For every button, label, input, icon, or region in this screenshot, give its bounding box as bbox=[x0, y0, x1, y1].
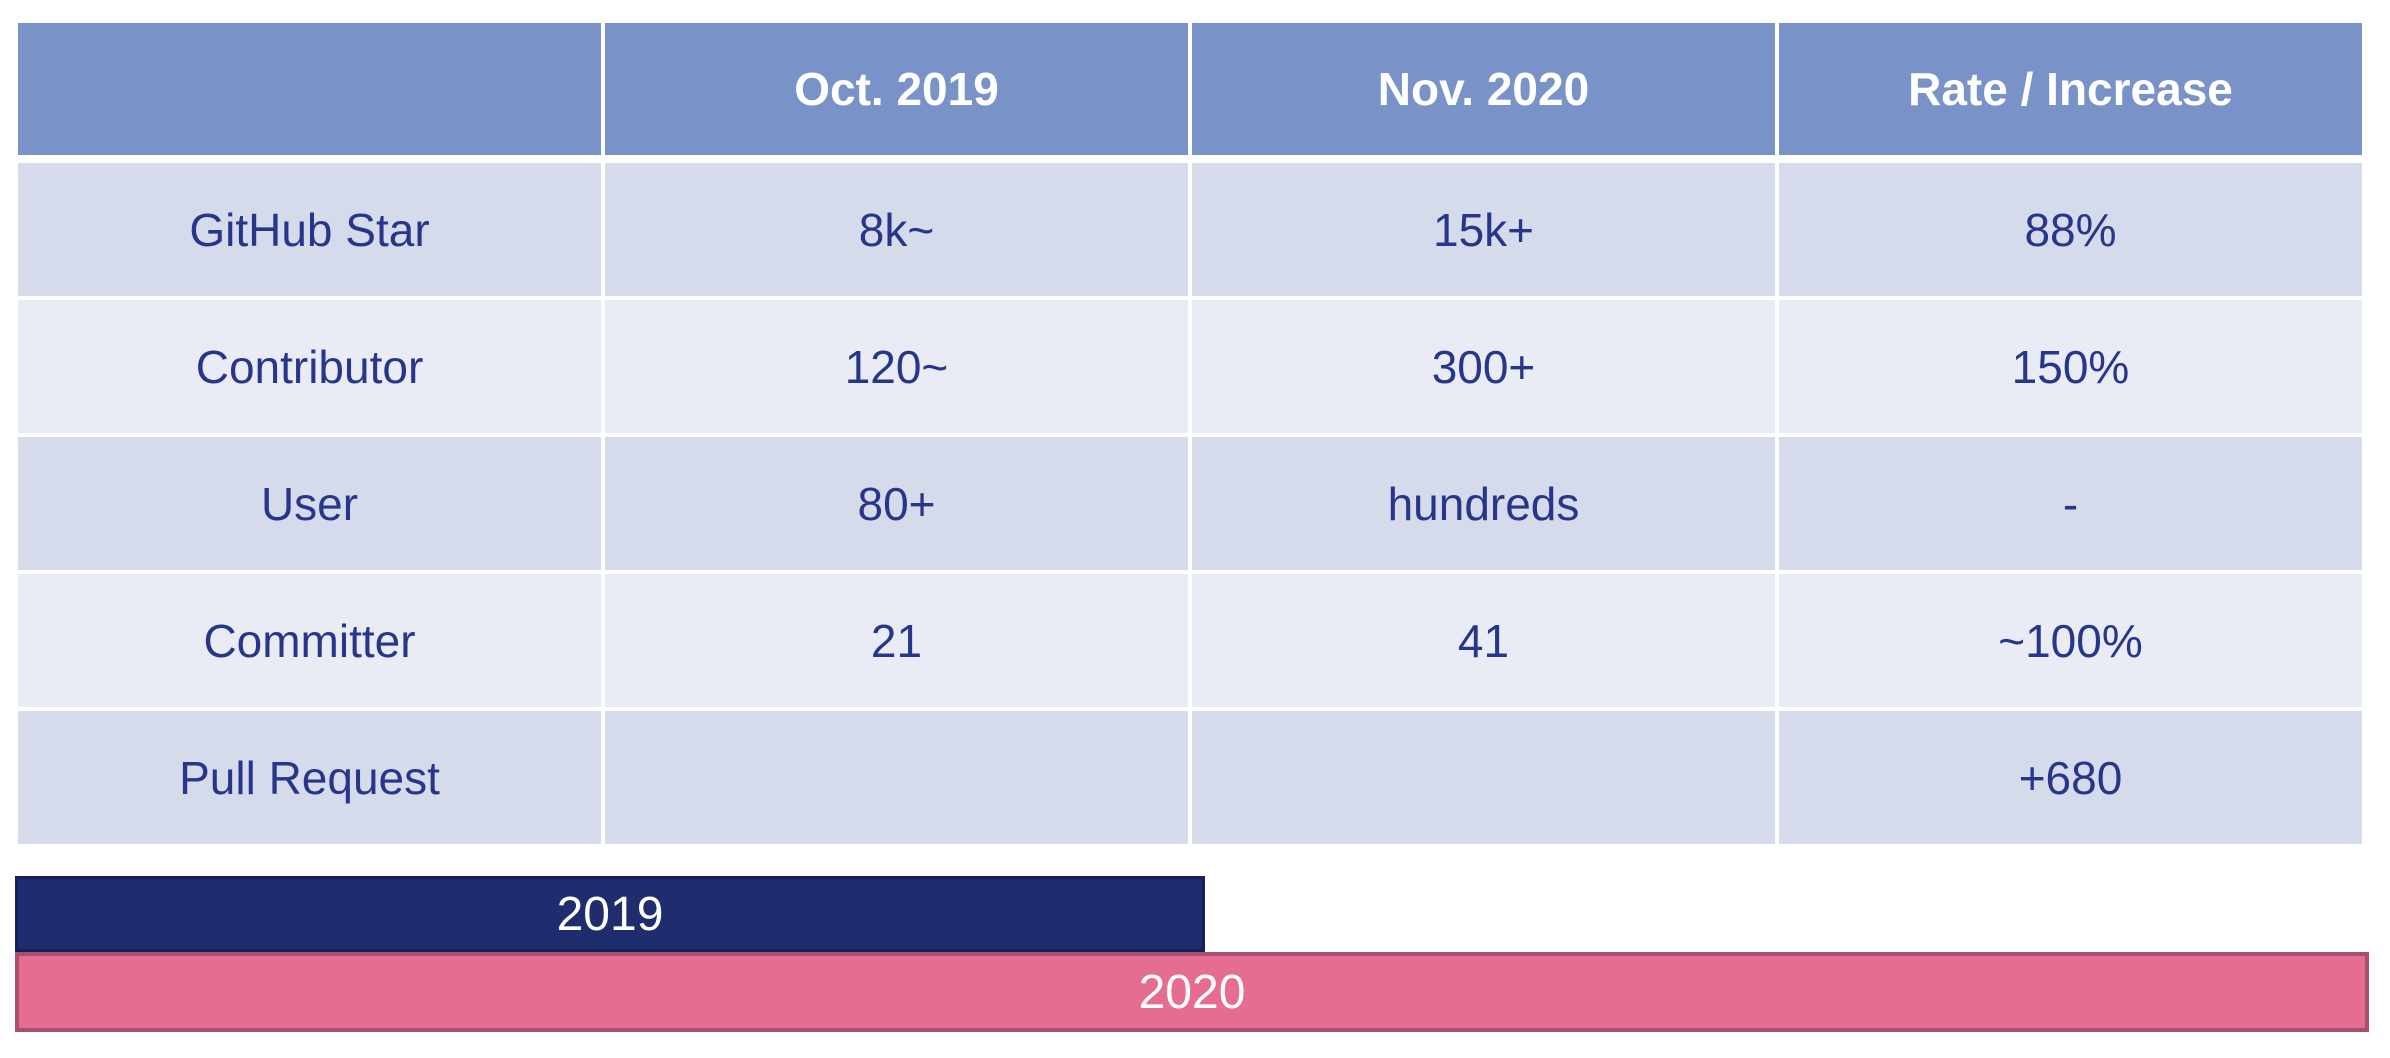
row-label: Pull Request bbox=[18, 711, 601, 844]
table-cell: 150% bbox=[1779, 300, 2362, 433]
table-cell: ~100% bbox=[1779, 574, 2362, 707]
table-cell: 21 bbox=[605, 574, 1188, 707]
header-cell bbox=[18, 23, 601, 155]
table-cell: 300+ bbox=[1192, 300, 1775, 433]
row-label: Contributor bbox=[18, 300, 601, 433]
table-cell: 15k+ bbox=[1192, 163, 1775, 296]
table-cell: - bbox=[1779, 437, 2362, 570]
row-label: GitHub Star bbox=[18, 163, 601, 296]
table-cell bbox=[1192, 711, 1775, 844]
row-label: Committer bbox=[18, 574, 601, 707]
timeline-bar: 2019 bbox=[15, 876, 1205, 952]
table-cell: hundreds bbox=[1192, 437, 1775, 570]
column-header: Oct. 2019 bbox=[605, 23, 1188, 155]
timeline-bar: 2020 bbox=[15, 952, 2369, 1032]
table-cell: 41 bbox=[1192, 574, 1775, 707]
table-cell: +680 bbox=[1779, 711, 2362, 844]
column-header: Rate / Increase bbox=[1779, 23, 2362, 155]
row-label: User bbox=[18, 437, 601, 570]
table-cell: 120~ bbox=[605, 300, 1188, 433]
table-cell: 8k~ bbox=[605, 163, 1188, 296]
table-cell: 80+ bbox=[605, 437, 1188, 570]
column-header: Nov. 2020 bbox=[1192, 23, 1775, 155]
table-cell bbox=[605, 711, 1188, 844]
table-cell: 88% bbox=[1779, 163, 2362, 296]
